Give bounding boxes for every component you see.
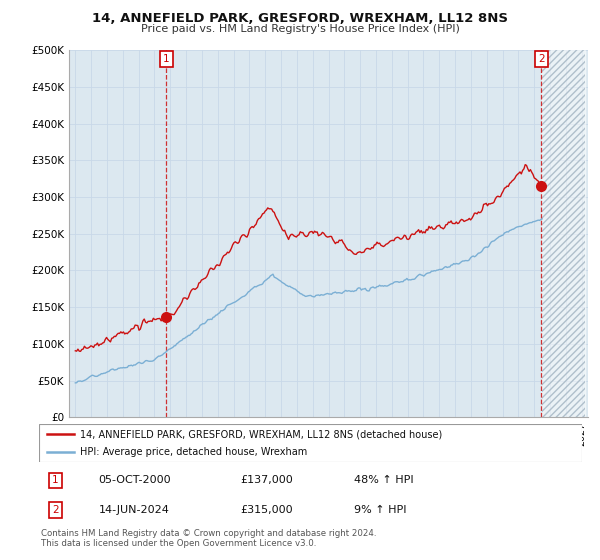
Text: £315,000: £315,000: [240, 505, 293, 515]
Text: 48% ↑ HPI: 48% ↑ HPI: [354, 475, 413, 486]
Text: £137,000: £137,000: [240, 475, 293, 486]
Text: Price paid vs. HM Land Registry's House Price Index (HPI): Price paid vs. HM Land Registry's House …: [140, 24, 460, 34]
Text: 05-OCT-2000: 05-OCT-2000: [99, 475, 172, 486]
Text: HPI: Average price, detached house, Wrexham: HPI: Average price, detached house, Wrex…: [80, 447, 307, 458]
Bar: [542, 50, 585, 417]
Text: 2: 2: [538, 54, 545, 64]
Text: 1: 1: [52, 475, 59, 486]
Text: 9% ↑ HPI: 9% ↑ HPI: [354, 505, 406, 515]
Text: 14, ANNEFIELD PARK, GRESFORD, WREXHAM, LL12 8NS: 14, ANNEFIELD PARK, GRESFORD, WREXHAM, L…: [92, 12, 508, 25]
FancyBboxPatch shape: [39, 424, 582, 462]
Text: Contains HM Land Registry data © Crown copyright and database right 2024.
This d: Contains HM Land Registry data © Crown c…: [41, 529, 376, 548]
Text: 14-JUN-2024: 14-JUN-2024: [99, 505, 170, 515]
Text: 14, ANNEFIELD PARK, GRESFORD, WREXHAM, LL12 8NS (detached house): 14, ANNEFIELD PARK, GRESFORD, WREXHAM, L…: [80, 429, 442, 439]
Text: 1: 1: [163, 54, 170, 64]
Text: 2: 2: [52, 505, 59, 515]
Bar: [542, 50, 585, 417]
